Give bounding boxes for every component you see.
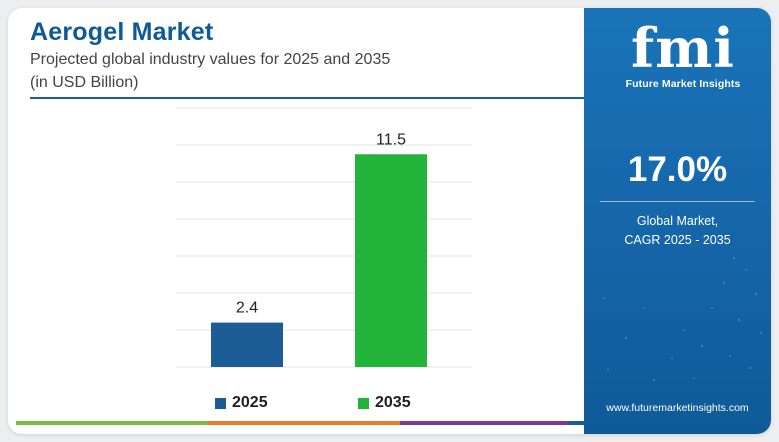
sidebar-divider: [600, 201, 755, 202]
cagr-label-line-2: CAGR 2025 - 2035: [624, 233, 731, 247]
header-divider: [30, 97, 588, 99]
chart-title: Aerogel Market: [30, 18, 214, 46]
accent-segment-orange: [208, 421, 400, 425]
fmi-logo: fmi Future Market Insights: [618, 20, 748, 98]
accent-segment-purple: [400, 421, 568, 425]
legend-item-2035: 2035: [358, 394, 411, 412]
cagr-label: Global Market, CAGR 2025 - 2035: [584, 212, 771, 250]
legend-item-2025: 2025: [215, 394, 268, 412]
accent-segment-green: [16, 421, 208, 425]
infographic-card: Aerogel Market Projected global industry…: [8, 8, 771, 434]
decorative-dot-pattern: [603, 256, 762, 382]
bar-chart: 2.4 11.5: [176, 107, 472, 368]
chart-subtitle: Projected global industry values for 202…: [30, 48, 570, 94]
cagr-value: 17.0%: [627, 150, 728, 189]
legend-swatch-2025: [215, 397, 226, 409]
sidebar-panel: fmi Future Market Insights 17.0% Global …: [584, 8, 771, 434]
legend-label-2035: 2035: [375, 394, 411, 411]
subtitle-units: (in USD Billion): [30, 74, 139, 91]
website-link[interactable]: www.futuremarketinsights.com: [606, 402, 749, 414]
accent-segment-blue: [568, 421, 584, 425]
logo-caption: Future Market Insights: [625, 78, 741, 90]
data-label-2035: 11.5: [376, 131, 406, 148]
logo-wordmark: fmi: [631, 16, 735, 80]
data-label-2025: 2.4: [236, 300, 258, 317]
color-accent-bar: [16, 421, 584, 425]
legend-label-2025: 2025: [232, 394, 268, 411]
cagr-label-line-1: Global Market,: [636, 214, 719, 228]
subtitle-line-1: Projected global industry values for 202…: [30, 51, 391, 68]
legend-swatch-2035: [358, 397, 369, 409]
bar-2025: [211, 322, 283, 367]
bar-2035: [355, 154, 427, 367]
